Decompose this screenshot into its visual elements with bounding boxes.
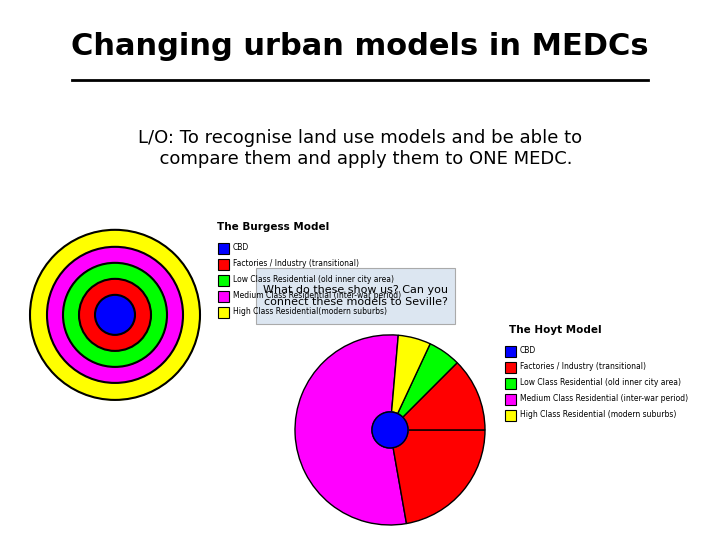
Bar [218, 275, 229, 286]
Bar [218, 291, 229, 302]
Wedge shape [392, 335, 430, 414]
Text: High Class Residential (modern suburbs): High Class Residential (modern suburbs) [520, 410, 676, 420]
Circle shape [95, 295, 135, 335]
Text: L/O: To recognise land use models and be able to
  compare them and apply them t: L/O: To recognise land use models and be… [138, 129, 582, 168]
Wedge shape [397, 344, 457, 417]
Wedge shape [402, 363, 485, 430]
Bar [505, 410, 516, 421]
Bar [505, 394, 516, 405]
Text: CBD: CBD [233, 244, 249, 252]
Bar [505, 346, 516, 357]
Text: Factories / Industry (transitional): Factories / Industry (transitional) [520, 362, 646, 372]
Text: The Hoyt Model: The Hoyt Model [509, 325, 601, 335]
FancyBboxPatch shape [256, 268, 455, 324]
Bar [505, 362, 516, 373]
Bar [218, 307, 229, 318]
Circle shape [79, 279, 151, 351]
Text: Medium Class Residential (inter-war period): Medium Class Residential (inter-war peri… [233, 292, 401, 300]
Circle shape [47, 247, 183, 383]
Text: Low Class Residential (old inner city area): Low Class Residential (old inner city ar… [520, 379, 681, 387]
Circle shape [63, 263, 167, 367]
Text: Medium Class Residential (inter-war period): Medium Class Residential (inter-war peri… [520, 394, 688, 403]
Text: Changing urban models in MEDCs: Changing urban models in MEDCs [71, 32, 649, 61]
Bar [505, 378, 516, 389]
Bar [218, 243, 229, 254]
Text: CBD: CBD [520, 346, 536, 355]
Circle shape [372, 412, 408, 448]
Text: Low Class Residential (old inner city area): Low Class Residential (old inner city ar… [233, 275, 394, 285]
Wedge shape [393, 430, 485, 524]
Text: The Burgess Model: The Burgess Model [217, 222, 329, 232]
Text: High Class Residential(modern suburbs): High Class Residential(modern suburbs) [233, 307, 387, 316]
Wedge shape [295, 335, 407, 525]
Text: What do these show us? Can you
connect these models to Seville?: What do these show us? Can you connect t… [263, 285, 448, 307]
Text: Factories / Industry (transitional): Factories / Industry (transitional) [233, 259, 359, 268]
Bar [218, 259, 229, 270]
Circle shape [30, 230, 200, 400]
